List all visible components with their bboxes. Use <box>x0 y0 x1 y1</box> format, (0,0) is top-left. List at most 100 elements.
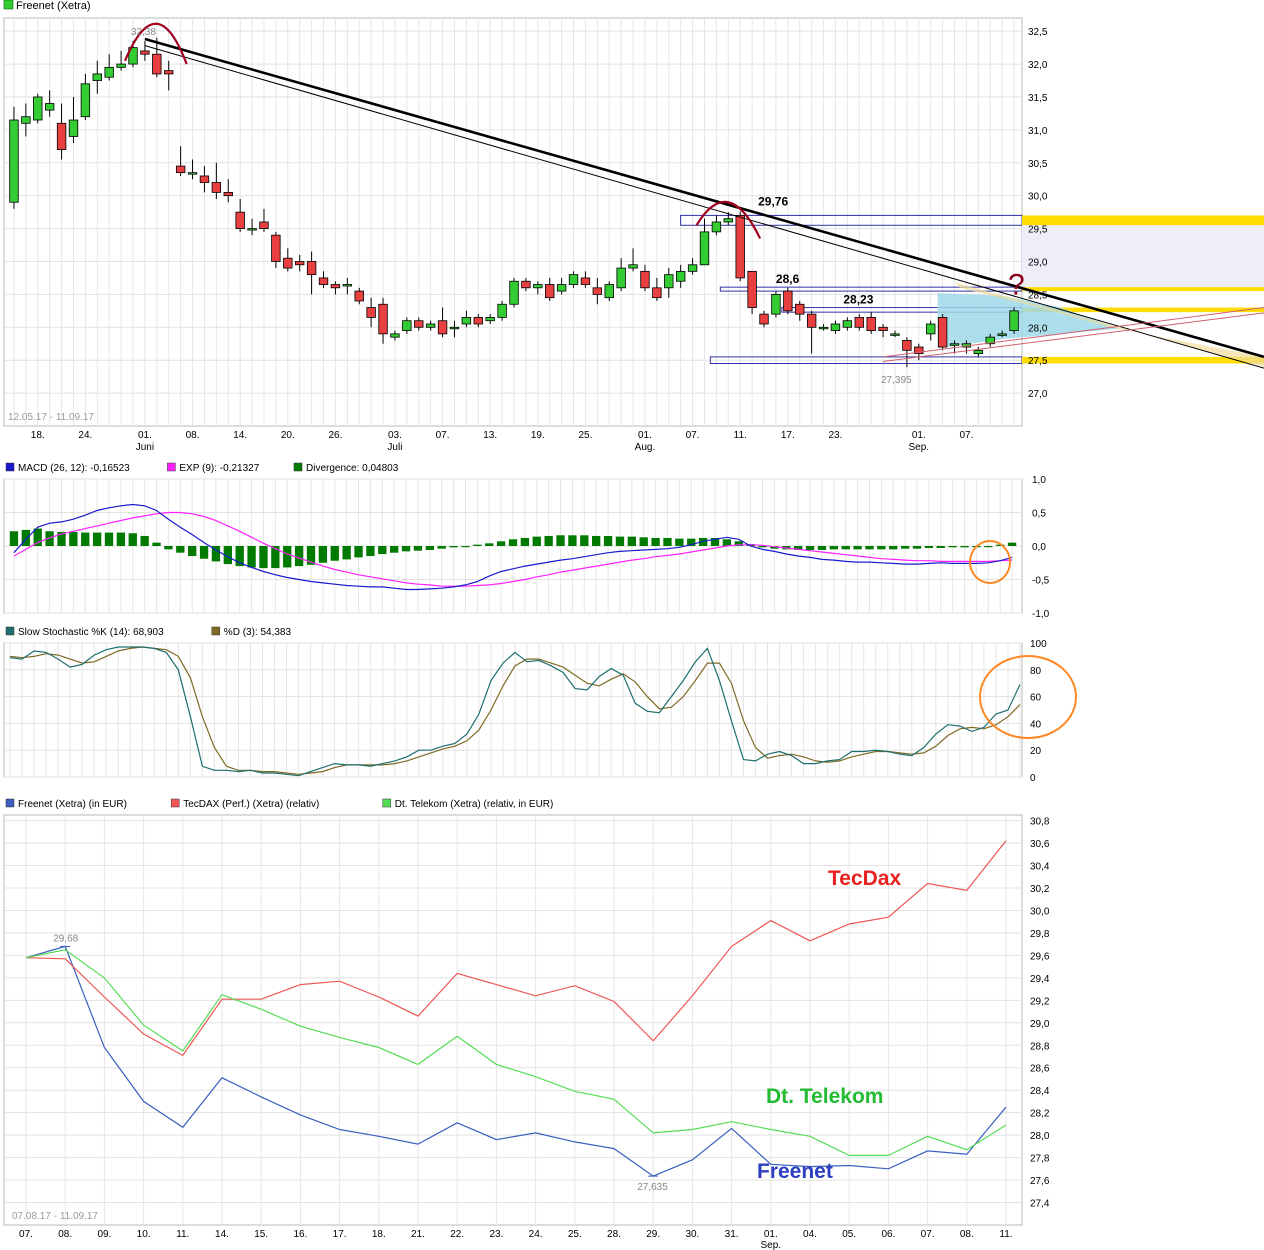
macd-legend-label: EXP (9): -0,21327 <box>179 463 259 474</box>
price-xtick: 18. <box>31 430 45 441</box>
divergence-bar <box>603 535 613 546</box>
candle <box>283 257 293 269</box>
stochastic-ytick: 0 <box>1030 773 1036 784</box>
price-xtick: 07. <box>959 430 973 441</box>
stochastic-ytick: 60 <box>1030 693 1042 704</box>
candle <box>9 119 19 203</box>
divergence-bar <box>223 546 232 565</box>
candle <box>223 191 233 197</box>
candle <box>485 317 495 322</box>
top-arc-1 <box>123 22 188 65</box>
candle <box>187 172 198 175</box>
candle <box>199 175 210 183</box>
macd-legend-swatch <box>293 462 303 472</box>
comparison-legend-label: Dt. Telekom (Xetra) (relativ, in EUR) <box>395 799 554 810</box>
candle <box>116 63 126 68</box>
candle <box>878 326 888 331</box>
price-xtick: 11. <box>734 430 747 441</box>
divergence-bar <box>425 546 434 551</box>
candle <box>414 320 424 328</box>
comparison-panel: Freenet (Xetra) (in EUR) TecDAX (Perf.) (… <box>3 798 1050 1250</box>
macd-divergence-bars <box>9 528 1017 569</box>
zone-lavender <box>1022 225 1264 288</box>
candle <box>914 346 924 355</box>
candle <box>545 284 555 299</box>
comparison-xtick: 22. <box>450 1229 464 1240</box>
signal-line <box>13 511 1013 587</box>
peak-label-2: 29,76 <box>758 194 788 208</box>
price-annotations: 32,38 29,76 28,6 28,23 27,395? <box>131 27 1025 386</box>
candle <box>580 277 591 285</box>
candle <box>378 303 388 335</box>
divergence-bar <box>92 532 102 546</box>
price-title: Freenet (Xetra) <box>16 0 91 12</box>
stochastic-legend: Slow Stochastic %K (14): 68,903 %D (3): 5… <box>5 626 292 638</box>
macd-y-axis: 1,0 0,5 0,0 -0,5 -1,0 <box>1032 475 1050 620</box>
candle <box>473 317 483 325</box>
price-legend-swatch <box>3 0 14 10</box>
comparison-ytick: 28,4 <box>1030 1086 1050 1097</box>
stochastic-k-line <box>9 646 1021 777</box>
divergence-bar <box>294 546 304 567</box>
comparison-ytick: 30,6 <box>1030 839 1050 850</box>
max-label: 29,68 <box>53 933 78 944</box>
stochastic-legend-label: %D (3): 54,383 <box>224 627 292 638</box>
candle <box>699 231 710 266</box>
price-ytick: 32,0 <box>1028 60 1048 71</box>
divergence-bar <box>176 546 185 553</box>
divergence-bar <box>639 537 648 546</box>
price-ytick: 27,0 <box>1028 389 1048 400</box>
wedge-shape <box>937 293 1120 349</box>
candle <box>247 228 257 231</box>
price-ytick: 30,5 <box>1028 159 1048 170</box>
price-xtick: 25. <box>578 430 592 441</box>
divergence-bar <box>936 546 945 549</box>
candle <box>568 274 579 285</box>
comparison-ytick: 28,2 <box>1030 1109 1050 1120</box>
series-line-telekom <box>25 949 1007 1157</box>
candle <box>128 47 138 65</box>
stochastic-ytick: 80 <box>1030 666 1042 677</box>
comparison-annotations: 29,68 27,635 TecDax Dt. Telekom Freenet <box>53 867 901 1193</box>
divergence-bar <box>1007 542 1017 546</box>
divergence-bar <box>710 537 720 546</box>
macd-legend-label: MACD (26, 12): -0,16523 <box>18 463 130 474</box>
divergence-bar <box>9 531 19 546</box>
comparison-xtick: 25. <box>568 1229 582 1240</box>
divergence-bar <box>663 537 672 546</box>
comparison-ytick: 27,8 <box>1030 1154 1050 1165</box>
comparison-ytick: 30,8 <box>1030 817 1050 828</box>
candle <box>521 280 531 289</box>
divergence-bar <box>568 535 577 546</box>
candle <box>675 270 686 282</box>
series-line-tecdax <box>25 840 1007 1057</box>
candle <box>818 326 829 330</box>
stochastic-highlight-circle <box>979 655 1077 739</box>
candle <box>533 284 543 289</box>
zone-yellow-28-6 <box>1022 287 1264 292</box>
price-xtick: 08. <box>186 430 200 441</box>
price-ytick: 31,5 <box>1028 93 1048 104</box>
candle <box>937 317 948 348</box>
candle <box>318 277 329 285</box>
divergence-bar <box>485 543 494 546</box>
candle <box>354 290 364 302</box>
candle <box>854 317 864 328</box>
divergence-bar <box>805 546 815 551</box>
comparison-ytick: 27,4 <box>1030 1199 1050 1210</box>
divergence-bar <box>128 533 137 546</box>
downtrend-line-thin <box>144 45 1264 369</box>
candle <box>783 290 793 312</box>
price-date-range: 12.05.17 - 11.09.17 <box>8 412 94 423</box>
stochastic-d-line <box>9 646 1021 775</box>
comparison-xtick: 28. <box>607 1229 621 1240</box>
macd-legend-swatch <box>5 462 15 472</box>
comparison-xtick: 15. <box>254 1229 268 1240</box>
level-label-28-23: 28,23 <box>843 293 873 307</box>
candle <box>425 323 436 328</box>
divergence-bar <box>496 541 506 546</box>
comparison-xtick: 09. <box>97 1229 111 1240</box>
candle <box>830 323 841 331</box>
divergence-bar <box>817 546 827 551</box>
candle <box>330 284 341 289</box>
